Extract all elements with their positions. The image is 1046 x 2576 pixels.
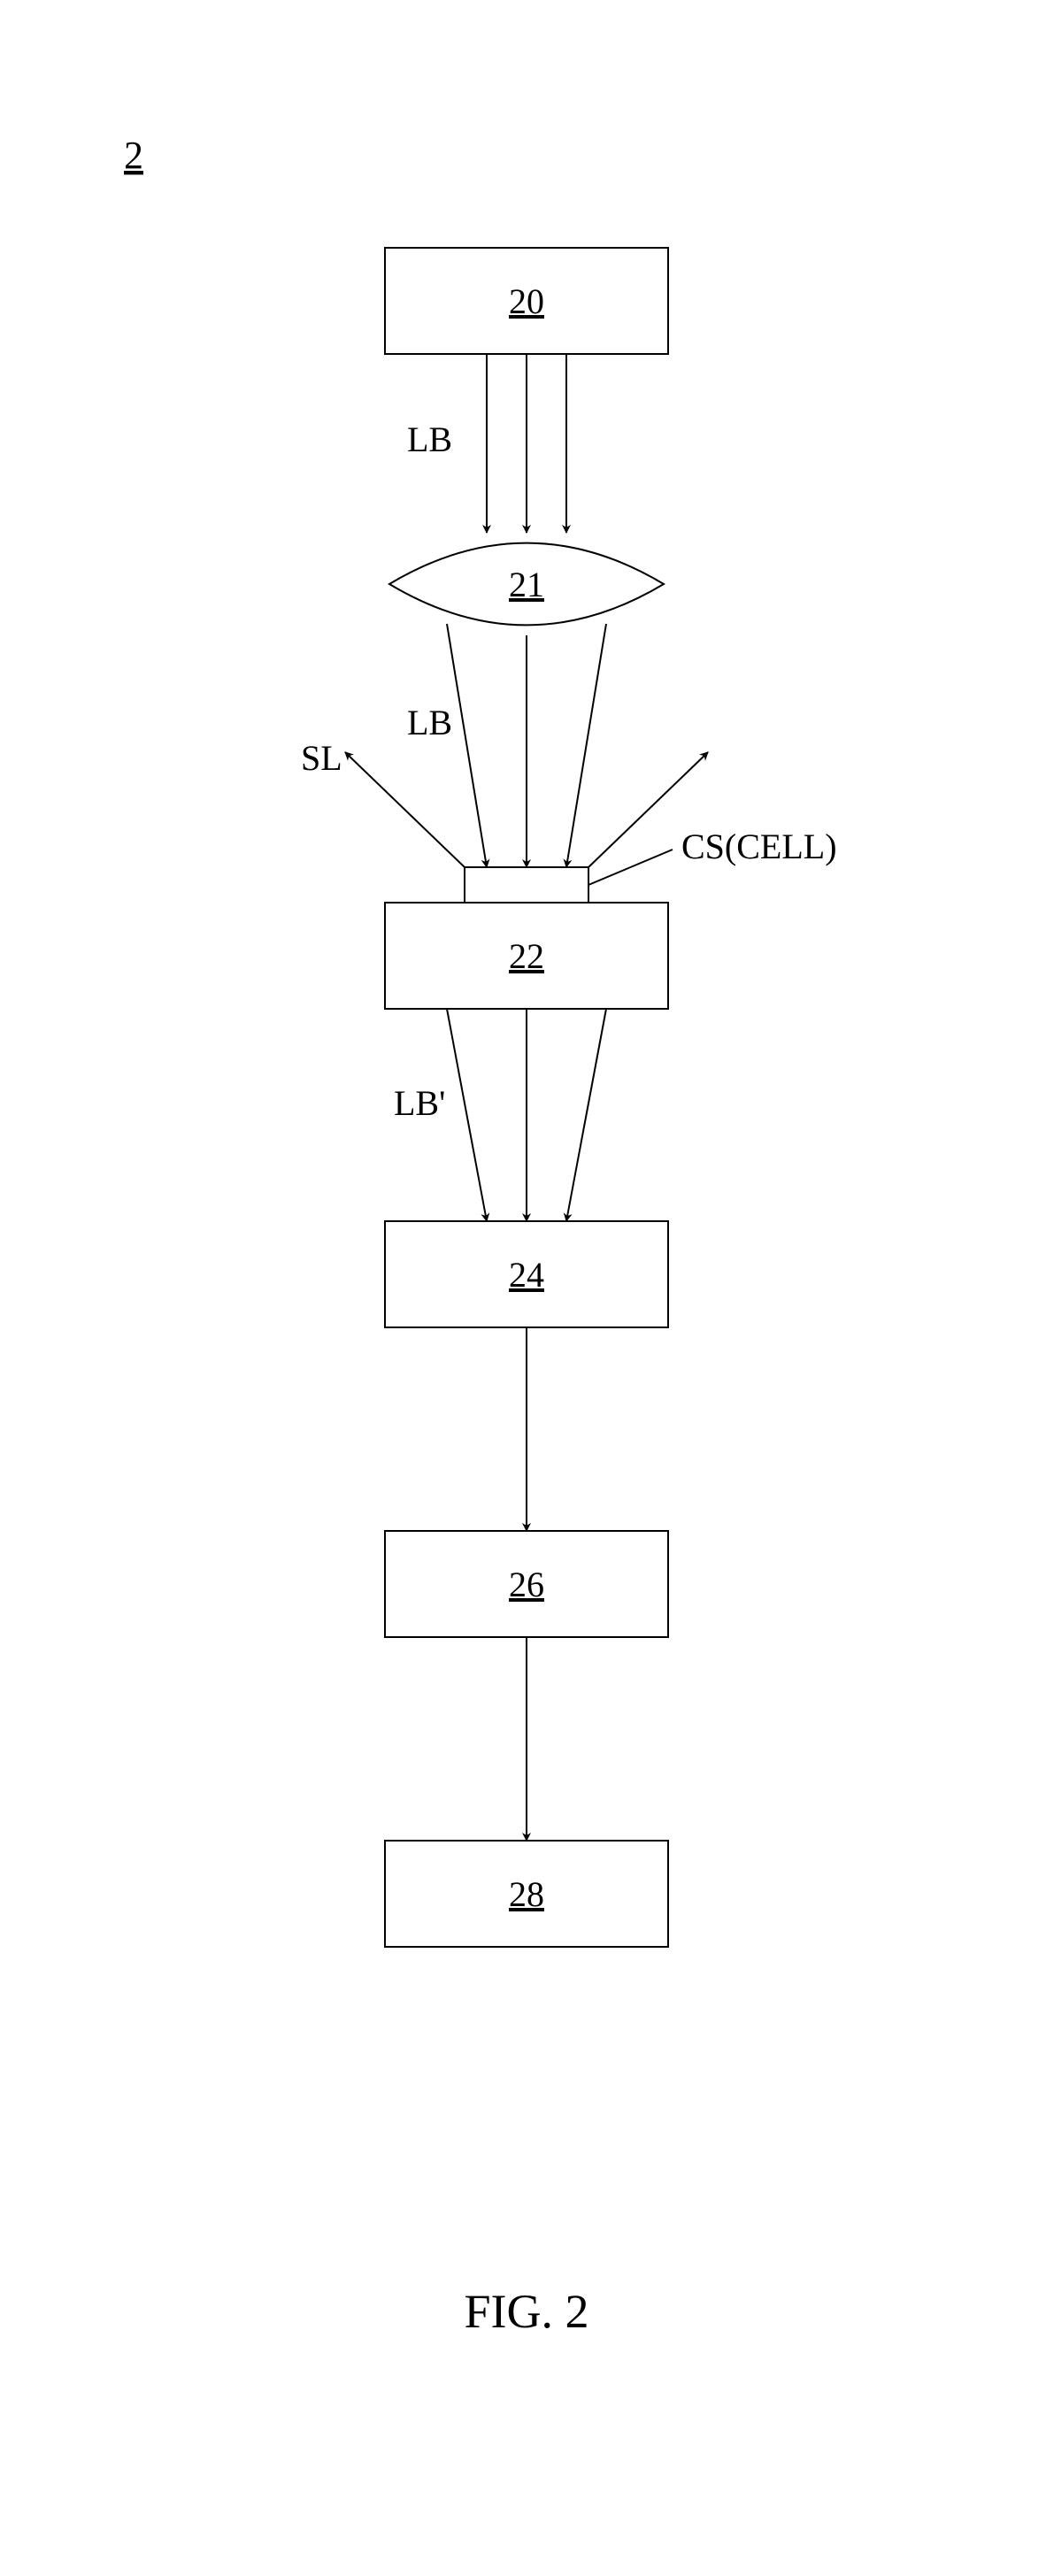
label-sl: SL (301, 738, 342, 778)
beam-lb-mid-0 (447, 624, 487, 867)
figure-caption: FIG. 2 (464, 2285, 588, 2338)
sample-cs (465, 867, 588, 903)
figure-ref-number: 2 (124, 134, 143, 177)
beam-lbprime-2 (566, 1009, 606, 1221)
block-label-24: 24 (509, 1255, 544, 1295)
block-label-22: 22 (509, 936, 544, 976)
label-cs-cell: CS(CELL) (681, 827, 837, 866)
label-lb-prime: LB' (394, 1083, 445, 1123)
scatter-sl-0 (345, 752, 465, 867)
beam-lb-mid-2 (566, 624, 606, 867)
block-label-26: 26 (509, 1565, 544, 1604)
figure-diagram: 2 20 21 22 24 26 28 LB LB SL CS(CELL) LB' FIG. 2 (0, 0, 1046, 2576)
beam-lbprime-0 (447, 1009, 487, 1221)
block-label-20: 20 (509, 281, 544, 321)
block-label-28: 28 (509, 1874, 544, 1914)
label-lb-1: LB (407, 419, 452, 459)
label-lb-2: LB (407, 703, 452, 742)
lens-label-21: 21 (509, 565, 544, 604)
